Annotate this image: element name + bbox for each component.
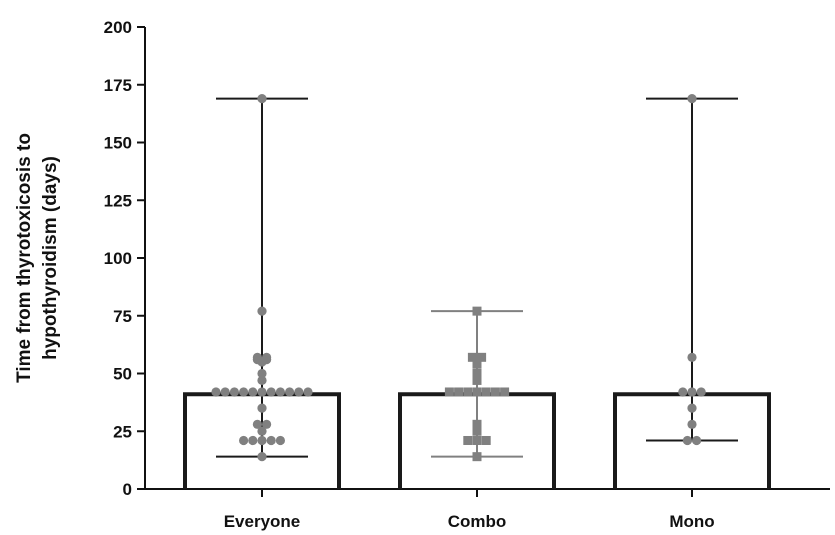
data-point [257, 306, 267, 316]
data-point [257, 426, 267, 436]
axes [137, 26, 830, 497]
category-label-mono: Mono [669, 512, 714, 531]
y-tick-label: 50 [113, 365, 132, 384]
data-point [490, 387, 500, 397]
data-point [248, 435, 258, 446]
axis-labels: 0 25 50 75 100 125 150 175 200 Everyone Combo Mono [104, 18, 715, 531]
data-point [220, 387, 230, 397]
data-point [257, 368, 267, 379]
data-point [472, 426, 482, 436]
data-point [285, 387, 295, 397]
data-point [239, 387, 249, 397]
y-tick-label: 75 [113, 307, 132, 326]
category-label-combo: Combo [448, 512, 507, 531]
data-point [257, 452, 267, 462]
data-point [687, 352, 697, 362]
data-point [266, 435, 276, 446]
y-tick-label: 100 [104, 249, 132, 268]
data-point [257, 94, 267, 104]
y-axis-title-line-1: Time from thyrotoxicosis to [14, 133, 35, 383]
data-point [211, 387, 221, 397]
y-tick-label: 150 [104, 134, 132, 153]
data-point [687, 387, 697, 397]
y-tick-label: 25 [113, 422, 132, 441]
data-point [252, 419, 262, 429]
data-point [266, 387, 276, 397]
data-point [472, 306, 482, 316]
data-point [481, 435, 491, 445]
y-axis-title-line-2: hypothyroidism (days) [40, 156, 61, 360]
data-point [682, 435, 693, 446]
data-point [239, 435, 249, 446]
data-point [303, 387, 313, 397]
data-point [477, 352, 487, 362]
range-everyone [216, 97, 308, 458]
data-point [454, 387, 464, 397]
data-point [257, 403, 267, 413]
data-point [678, 387, 688, 397]
data-point [294, 387, 304, 397]
y-tick-label: 125 [104, 191, 132, 210]
data-point [275, 387, 285, 397]
data-point [262, 352, 272, 362]
y-tick-label: 175 [104, 76, 132, 95]
data-point [687, 94, 697, 104]
data-point [472, 452, 482, 462]
data-point [481, 387, 491, 397]
data-point [687, 419, 697, 429]
ranges [216, 97, 738, 458]
y-axis-title: Time from thyrotoxicosis to hypothyroidi… [14, 133, 61, 383]
data-point [275, 435, 285, 446]
data-point [500, 387, 510, 397]
y-tick-label: 200 [104, 18, 132, 37]
data-point [463, 435, 473, 445]
data-point [472, 419, 482, 429]
data-point [472, 375, 482, 385]
data-point [687, 403, 697, 413]
data-point [229, 387, 239, 397]
data-point [257, 435, 267, 446]
y-tick-label: 0 [123, 480, 132, 499]
category-label-everyone: Everyone [224, 512, 301, 531]
data-point [248, 387, 258, 397]
data-point [252, 352, 262, 362]
data-point [444, 387, 454, 397]
data-point [257, 375, 267, 386]
data-point [467, 352, 477, 362]
data-point [257, 387, 267, 397]
data-point [472, 387, 482, 397]
data-point [262, 419, 272, 429]
data-point [692, 435, 702, 446]
data-point [472, 369, 482, 378]
data-point [472, 355, 482, 365]
data-point [472, 435, 482, 445]
data-point [696, 387, 706, 397]
data-point [463, 387, 473, 397]
data-points [211, 94, 706, 462]
